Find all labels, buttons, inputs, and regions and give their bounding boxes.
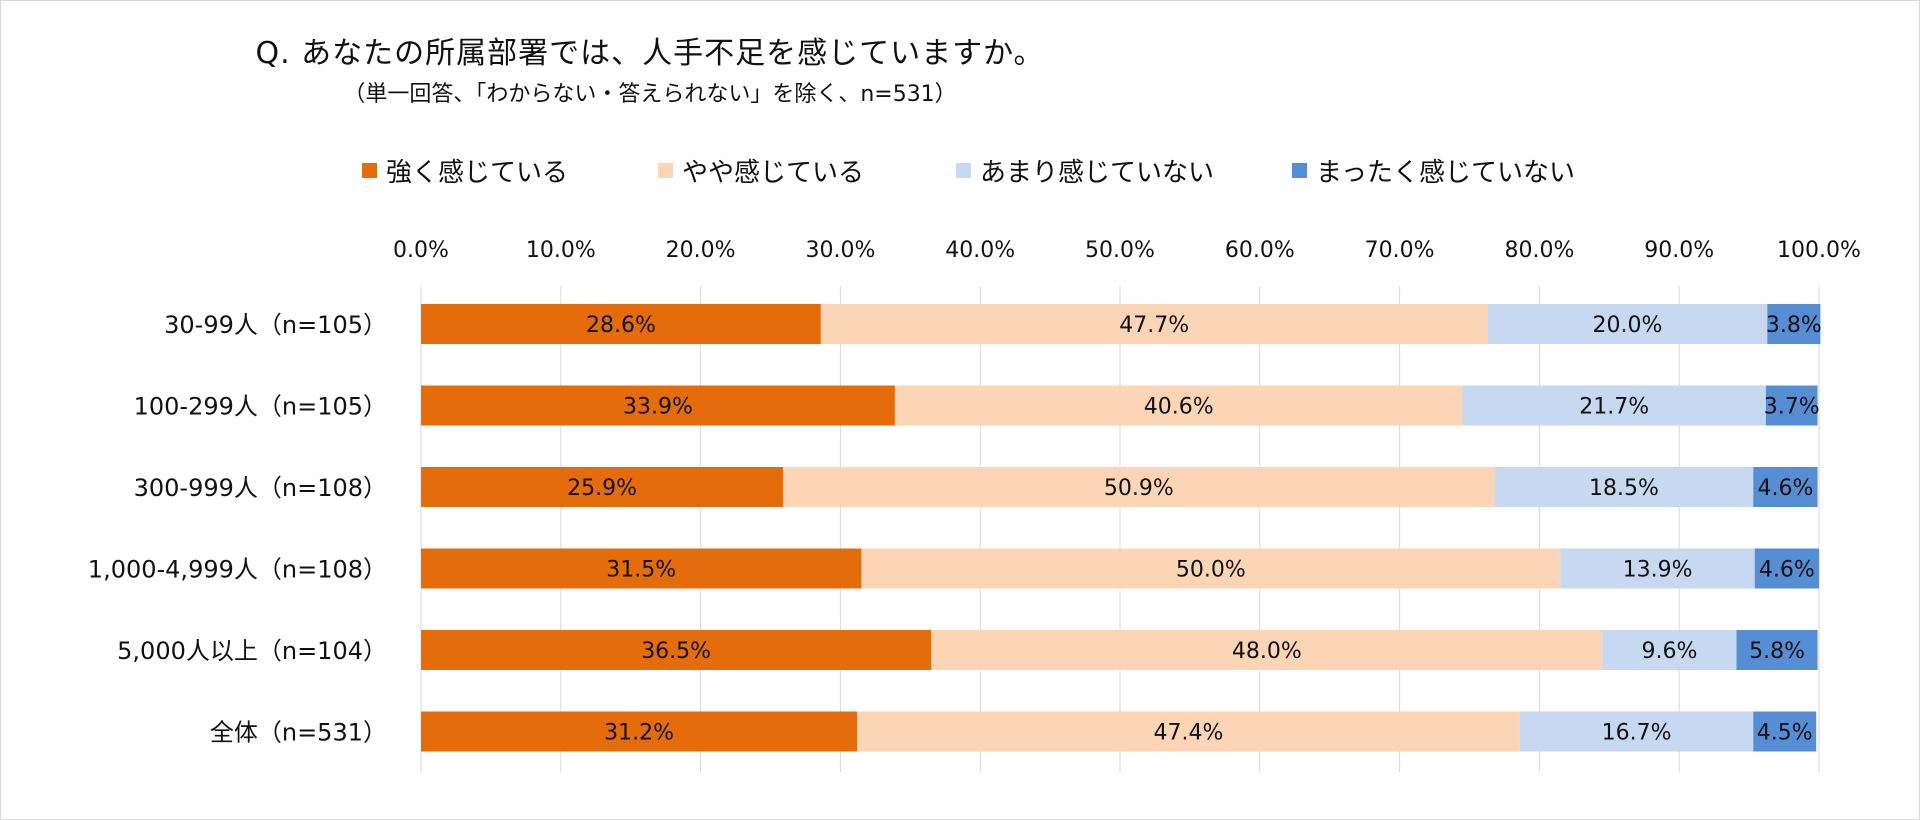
data-label: 13.9% [1623,558,1693,583]
x-tick-label: 20.0% [666,238,736,263]
bar-segment [857,711,1520,752]
data-label: 31.5% [606,558,676,583]
bar-segment [1519,711,1754,752]
data-label: 25.9% [567,476,637,501]
legend-swatch-not-at-all [1292,162,1307,178]
x-tick-label: 100.0% [1777,238,1861,263]
legend-label-not-at-all: まったく感じていない [1316,157,1575,188]
bar-segment [861,548,1561,589]
data-label: 16.7% [1602,721,1672,746]
legend-item-strong: 強く感じている [362,152,568,188]
data-label: 28.6% [586,313,656,338]
bar-segment [421,304,821,344]
x-tick-label: 0.0% [393,238,449,263]
legend-label-somewhat: やや感じている [682,157,865,188]
chart-title: Q. あなたの所属部署では、人手不足を感じていますか。 [255,36,1045,71]
legend-label-strong: 強く感じている [386,157,569,188]
x-tick-label: 50.0% [1085,238,1155,263]
bar-segment [1765,385,1818,426]
data-label: 4.5% [1757,721,1813,746]
y-category-label: 30-99人（n=105） [164,311,387,339]
legend-item-somewhat: やや感じている [658,152,864,188]
data-label: 3.7% [1764,395,1820,420]
legend-item-not-at-all: まったく感じていない [1292,152,1575,188]
bar-segment [1462,385,1766,426]
legend-item-not-much: あまり感じていない [956,152,1214,188]
data-label: 5.8% [1749,639,1805,664]
data-label: 50.9% [1104,476,1174,501]
y-category-label: 100-299人（n=105） [134,393,387,421]
legend-swatch-not-much [956,162,971,178]
legend-label-not-much: あまり感じていない [980,157,1215,188]
data-label: 9.6% [1641,639,1697,664]
y-category-label: 全体（n=531） [210,719,387,747]
data-label: 36.5% [641,639,711,664]
y-category-label: 1,000-4,999人（n=108） [88,556,387,584]
bar-segment [421,467,784,507]
bar-segment [1767,304,1821,344]
x-tick-label: 60.0% [1225,238,1295,263]
chart-subtitle: （単一回答、「わからない・答えられない」を除く、n=531） [343,82,957,107]
data-label: 48.0% [1232,639,1302,664]
bar-segment [421,385,895,426]
data-label: 47.7% [1119,313,1189,338]
x-tick-label: 40.0% [945,238,1015,263]
bar-segment [1494,467,1754,507]
data-label: 21.7% [1579,395,1649,420]
bar-segment [820,304,1488,344]
data-label: 33.9% [623,395,693,420]
x-tick-label: 70.0% [1365,238,1435,263]
data-label: 4.6% [1759,558,1815,583]
bar-segment [1753,711,1817,752]
bar-segment [894,385,1463,426]
bar-segment [1736,630,1818,670]
legend-swatch-strong [362,162,377,178]
data-label: 4.6% [1757,476,1813,501]
data-label: 47.4% [1154,721,1224,746]
bar-segment [421,548,862,589]
legend-swatch-somewhat [658,162,673,178]
x-tick-label: 80.0% [1504,238,1574,263]
bar-segment [1560,548,1755,589]
bar-segment [931,630,1603,670]
data-label: 50.0% [1176,558,1246,583]
data-label: 40.6% [1144,395,1214,420]
x-tick-label: 90.0% [1644,238,1714,263]
data-label: 3.8% [1766,313,1822,338]
x-tick-label: 30.0% [805,238,875,263]
bar-segment [1753,467,1818,507]
bar-segment [421,711,858,752]
y-category-label: 5,000人以上（n=104） [117,637,387,665]
data-label: 31.2% [604,721,674,746]
y-category-label: 300-999人（n=108） [134,474,387,502]
bar-segment [1602,630,1737,670]
data-label: 18.5% [1589,476,1659,501]
bar-segment [783,467,1495,507]
bar-segment [421,630,932,670]
data-label: 20.0% [1593,313,1663,338]
bar-segment [1754,548,1819,589]
bar-segment [1487,304,1768,344]
x-tick-label: 10.0% [526,238,596,263]
